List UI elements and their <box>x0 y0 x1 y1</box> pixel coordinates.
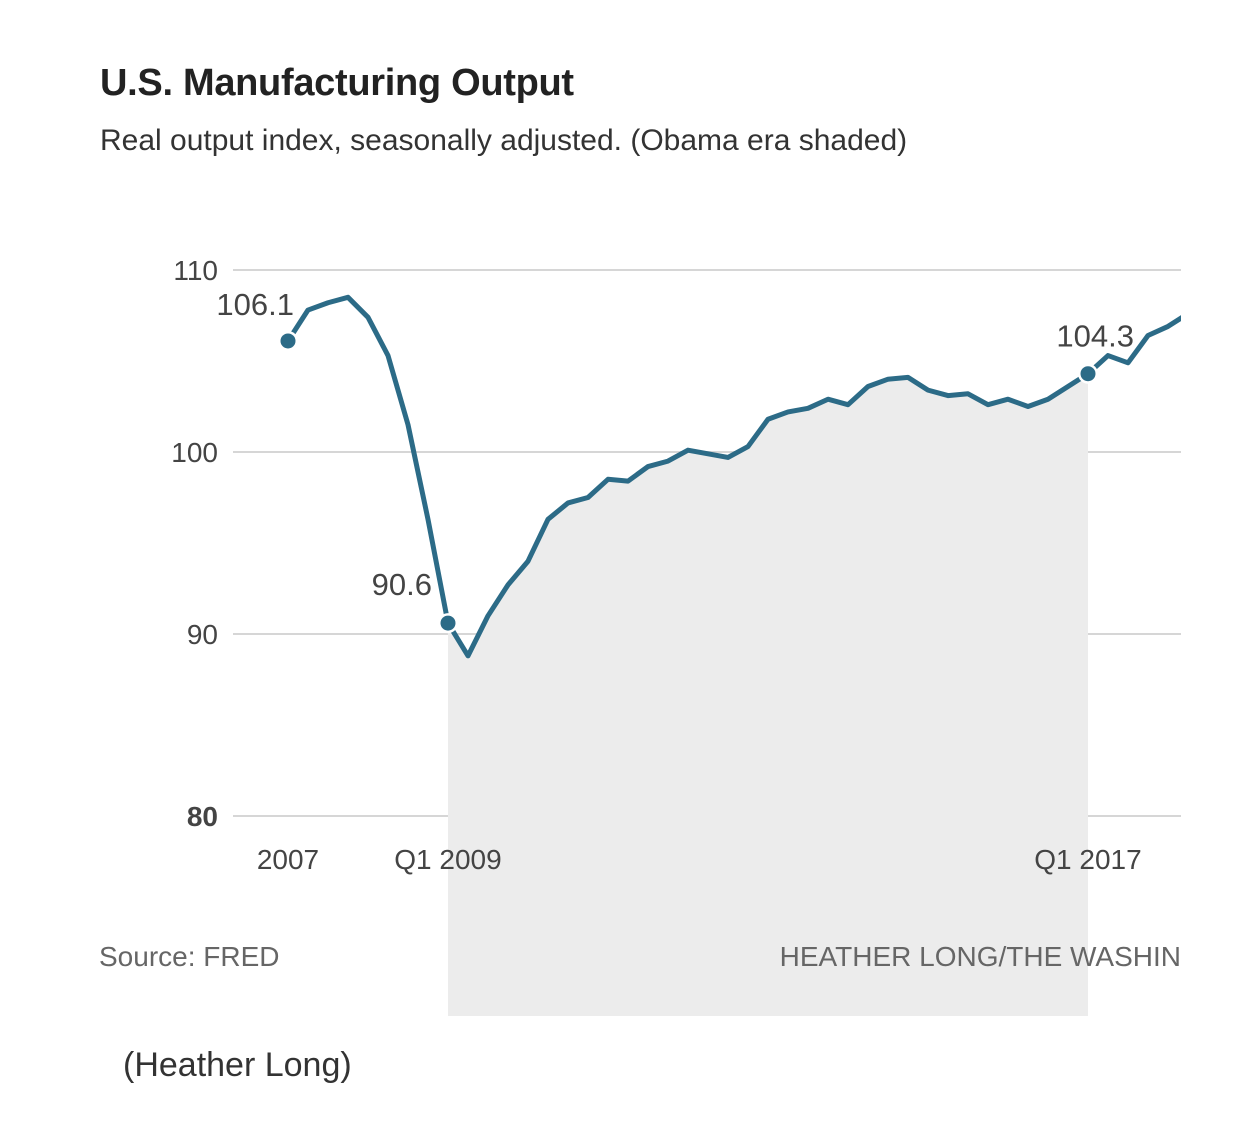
series-line <box>285 294 1181 659</box>
credit-note: HEATHER LONG/THE WASHIN <box>780 941 1181 972</box>
y-tick-label: 110 <box>173 255 218 286</box>
y-tick-label: 100 <box>171 437 218 468</box>
x-tick-label: Q1 2009 <box>394 844 501 875</box>
source-note: Source: FRED <box>99 941 280 972</box>
annotation-dot <box>1080 366 1096 382</box>
annotation-label: 90.6 <box>372 567 432 602</box>
y-tick-label: 90 <box>187 619 218 650</box>
y-tick-label: 80 <box>187 801 218 832</box>
annotation-dot <box>280 333 296 349</box>
image-caption: (Heather Long) <box>123 1046 352 1084</box>
x-tick-label: Q1 2017 <box>1034 844 1141 875</box>
obama-era-shading <box>448 373 1088 1016</box>
annotation-label: 104.3 <box>1056 319 1134 354</box>
x-tick-label: 2007 <box>257 844 319 875</box>
annotation-dot <box>440 615 456 631</box>
chart-subtitle: Real output index, seasonally adjusted. … <box>100 124 908 157</box>
annotation-label: 106.1 <box>216 287 294 322</box>
chart-title: U.S. Manufacturing Output <box>100 62 574 104</box>
